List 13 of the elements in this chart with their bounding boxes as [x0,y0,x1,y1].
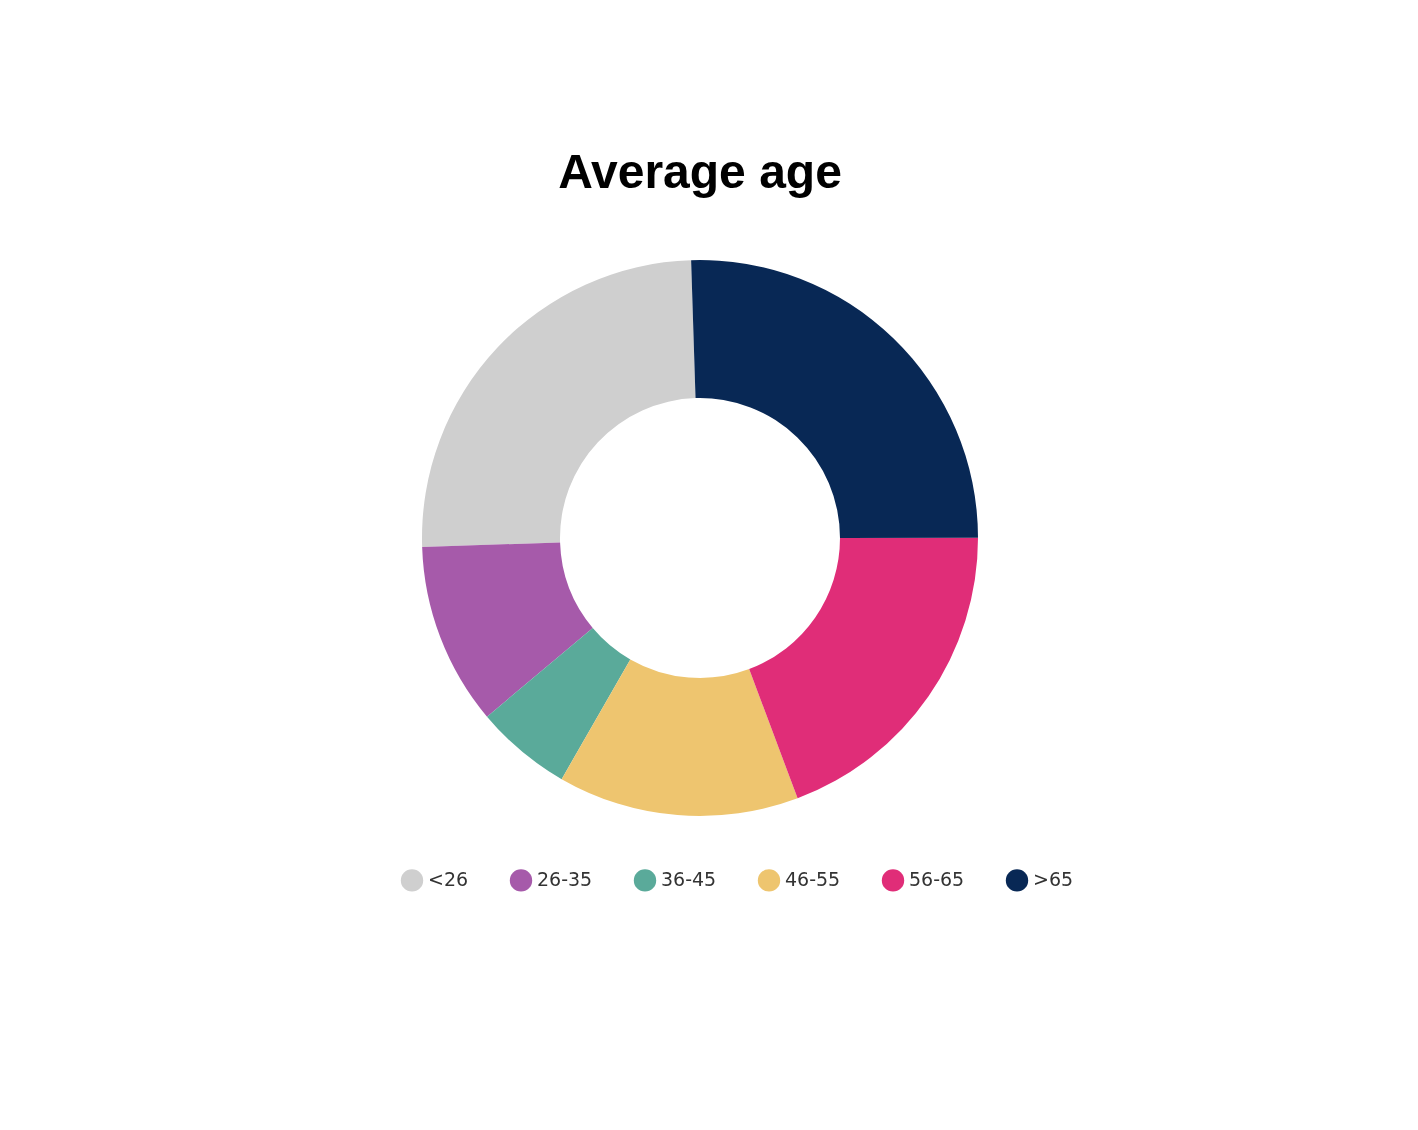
donut-slice [749,537,978,799]
legend-label: 36-45 [661,868,717,891]
donut-slice [487,627,631,780]
legend-label: >65 [1033,868,1074,891]
donut-slice [561,659,798,816]
legend-label: 46-55 [785,868,841,891]
donut-slice [422,260,696,547]
legend-label: 26-35 [537,868,593,891]
legend-label: 56-65 [909,868,965,891]
donut-slice [691,260,978,538]
legend-label: <26 [428,868,469,891]
chart-title: Average age [558,145,842,198]
donut-slice [422,542,593,717]
